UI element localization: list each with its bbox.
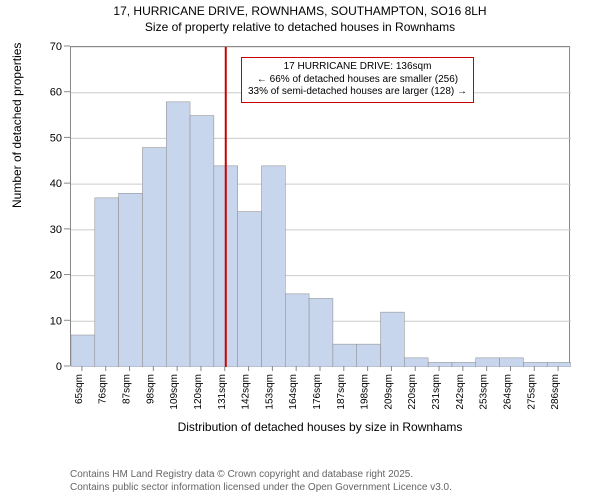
x-tick-label: 242sqm (455, 374, 466, 410)
bar (142, 148, 166, 367)
bar (357, 344, 381, 367)
x-tick-label: 231sqm (431, 374, 442, 410)
bar (309, 298, 333, 367)
x-tick-label: 209sqm (383, 374, 394, 410)
x-tick-label: 176sqm (312, 374, 323, 410)
bar (166, 102, 190, 367)
bar (119, 193, 143, 367)
footer-line1: Contains HM Land Registry data © Crown c… (70, 468, 452, 481)
annotation-line1: 17 HURRICANE DRIVE: 136sqm (248, 61, 467, 74)
bar (333, 344, 357, 367)
y-tick-label: 10 (50, 315, 62, 327)
bars-group (71, 102, 571, 367)
plot-area: 17 HURRICANE DRIVE: 136sqm ← 66% of deta… (70, 46, 570, 366)
x-tick-label: 109sqm (169, 374, 180, 410)
y-tick-label: 60 (50, 87, 62, 99)
bar (238, 212, 262, 367)
x-tick-label: 65sqm (74, 374, 85, 404)
y-tick-label: 30 (50, 224, 62, 236)
x-tick-label: 76sqm (98, 374, 109, 404)
chart-area: Number of detached properties 17 HURRICA… (0, 38, 600, 440)
y-ticks: 010203040506070 (0, 38, 70, 374)
bar (381, 312, 405, 367)
footer-credits: Contains HM Land Registry data © Crown c… (70, 468, 452, 494)
x-tick-label: 220sqm (407, 374, 418, 410)
x-tick-label: 131sqm (217, 374, 228, 410)
chart-title: 17, HURRICANE DRIVE, ROWNHAMS, SOUTHAMPT… (0, 0, 600, 35)
y-tick-label: 20 (50, 270, 62, 282)
x-tick-label: 87sqm (122, 374, 133, 404)
x-tick-label: 264sqm (502, 374, 513, 410)
x-tick-label: 253sqm (479, 374, 490, 410)
x-tick-label: 120sqm (193, 374, 204, 410)
bar (95, 198, 119, 367)
annotation-line3: 33% of semi-detached houses are larger (… (248, 86, 467, 99)
x-axis-label: Distribution of detached houses by size … (70, 420, 570, 434)
x-tick-label: 164sqm (288, 374, 299, 410)
bar (190, 116, 214, 367)
x-tick-label: 153sqm (264, 374, 275, 410)
annotation-box: 17 HURRICANE DRIVE: 136sqm ← 66% of deta… (241, 57, 474, 103)
x-tick-label: 198sqm (360, 374, 371, 410)
x-tick-label: 142sqm (241, 374, 252, 410)
annotation-line2: ← 66% of detached houses are smaller (25… (248, 74, 467, 87)
y-tick-label: 50 (50, 132, 62, 144)
bar (285, 294, 309, 367)
bar (261, 166, 285, 367)
x-tick-label: 98sqm (145, 374, 156, 404)
footer-line2: Contains public sector information licen… (70, 481, 452, 494)
title-line2: Size of property relative to detached ho… (0, 20, 600, 36)
x-tick-label: 286sqm (550, 374, 561, 410)
x-tick-label: 275sqm (526, 374, 537, 410)
bar (71, 335, 95, 367)
y-tick-label: 40 (50, 178, 62, 190)
x-tick-label: 187sqm (336, 374, 347, 410)
title-line1: 17, HURRICANE DRIVE, ROWNHAMS, SOUTHAMPT… (0, 4, 600, 20)
y-tick-label: 70 (50, 41, 62, 53)
